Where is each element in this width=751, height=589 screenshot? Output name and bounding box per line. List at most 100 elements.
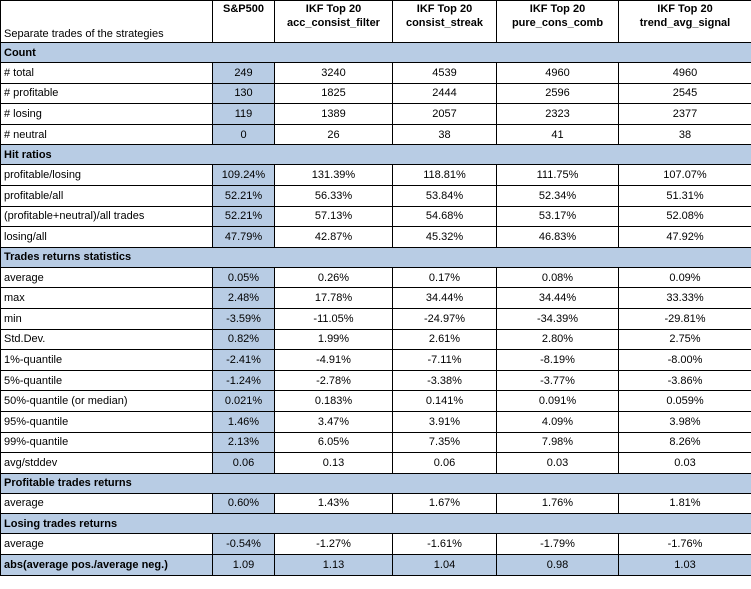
table-row: 50%-quantile (or median) 0.021% 0.183% 0.14… — [0, 390, 751, 412]
table-row: # neutral 0 26 38 41 38 — [0, 123, 751, 146]
table-row: min -3.59% -11.05% -24.97% -34.39% -29.81% — [0, 307, 751, 330]
value-cell: 0.059% — [618, 390, 751, 412]
value-cell: -2.78% — [274, 369, 393, 392]
value-cell: -24.97% — [392, 307, 497, 330]
row-label: average — [0, 533, 213, 555]
value-cell: 0.03 — [496, 452, 619, 474]
value-cell: 0.06 — [392, 452, 497, 474]
value-cell: -3.38% — [392, 369, 497, 392]
value-cell: 0.06 — [212, 452, 275, 474]
value-cell: 47.92% — [618, 226, 751, 248]
section-header-row: Losing trades returns — [0, 513, 751, 535]
table-row: # profitable 130 1825 2444 2596 2545 — [0, 82, 751, 105]
value-cell: -1.61% — [392, 533, 497, 555]
table-body: Count # total 249 3240 4539 4960 4960 # profita… — [0, 42, 751, 576]
value-cell: 130 — [212, 82, 275, 105]
value-cell: -3.77% — [496, 369, 619, 392]
row-label: average — [0, 492, 213, 515]
value-cell: 2545 — [618, 82, 751, 105]
value-cell: 53.84% — [392, 184, 497, 207]
value-cell: -4.91% — [274, 349, 393, 371]
row-label: 5%-quantile — [0, 369, 213, 392]
value-cell: 4539 — [392, 62, 497, 84]
value-cell: 42.87% — [274, 226, 393, 248]
value-cell: 56.33% — [274, 184, 393, 207]
value-cell: 0.141% — [392, 390, 497, 412]
section-header-row: Hit ratios — [0, 144, 751, 166]
table-row: average -0.54% -1.27% -1.61% -1.79% -1.76% — [0, 533, 751, 555]
summary-row: abs(average pos./average neg.) 1.09 1.13 1.… — [0, 553, 751, 576]
value-cell: 0.091% — [496, 390, 619, 412]
value-cell: 1.46% — [212, 410, 275, 433]
column-header-sp500: S&P500 — [212, 0, 275, 43]
column-header-pure-cons-comb: IKF Top 20 pure_cons_comb — [496, 0, 619, 43]
value-cell: 38 — [392, 123, 497, 146]
value-cell: 33.33% — [618, 287, 751, 309]
value-cell: 2.13% — [212, 431, 275, 454]
value-cell: 1.09 — [212, 553, 275, 576]
row-label: average — [0, 266, 213, 289]
value-cell: 1.03 — [618, 553, 751, 576]
table-row: # total 249 3240 4539 4960 4960 — [0, 62, 751, 84]
row-label: (profitable+neutral)/all trades — [0, 205, 213, 228]
value-cell: 52.34% — [496, 184, 619, 207]
value-cell: 0.82% — [212, 328, 275, 351]
table-row: losing/all 47.79% 42.87% 45.32% 46.83% 47.92% — [0, 226, 751, 248]
value-cell: 2.80% — [496, 328, 619, 351]
value-cell: 57.13% — [274, 205, 393, 228]
value-cell: 2323 — [496, 103, 619, 125]
column-header-line1: IKF Top 20 — [305, 3, 362, 15]
value-cell: 1.81% — [618, 492, 751, 515]
value-cell: 0.17% — [392, 266, 497, 289]
value-cell: 3.91% — [392, 410, 497, 433]
value-cell: 52.08% — [618, 205, 751, 228]
value-cell: 3240 — [274, 62, 393, 84]
value-cell: 1.43% — [274, 492, 393, 515]
value-cell: 2.61% — [392, 328, 497, 351]
value-cell: 0.08% — [496, 266, 619, 289]
column-header-line1: IKF Top 20 — [416, 3, 473, 15]
value-cell: 1.04 — [392, 553, 497, 576]
table-row: max 2.48% 17.78% 34.44% 34.44% 33.33% — [0, 287, 751, 309]
value-cell: 2057 — [392, 103, 497, 125]
column-header-line2: consist_streak — [405, 17, 484, 29]
column-header-line1: IKF Top 20 — [657, 3, 713, 15]
value-cell: -34.39% — [496, 307, 619, 330]
row-label: avg/stddev — [0, 452, 213, 474]
value-cell: 4960 — [618, 62, 751, 84]
value-cell: -1.76% — [618, 533, 751, 555]
section-title: Losing trades returns — [0, 513, 751, 535]
value-cell: 0.98 — [496, 553, 619, 576]
value-cell: 17.78% — [274, 287, 393, 309]
value-cell: 0.09% — [618, 266, 751, 289]
value-cell: 1.67% — [392, 492, 497, 515]
value-cell: 107.07% — [618, 164, 751, 186]
column-header-line2: acc_consist_filter — [287, 17, 380, 29]
value-cell: -1.27% — [274, 533, 393, 555]
row-label: # neutral — [0, 123, 213, 146]
value-cell: 4.09% — [496, 410, 619, 433]
value-cell: -3.86% — [618, 369, 751, 392]
row-label: profitable/all — [0, 184, 213, 207]
value-cell: 0.05% — [212, 266, 275, 289]
column-header-trend-avg-signal: IKF Top 20 trend_avg_signal — [618, 0, 751, 43]
row-label: 99%-quantile — [0, 431, 213, 454]
table-row: profitable/all 52.21% 56.33% 53.84% 52.34% 51… — [0, 184, 751, 207]
row-label: losing/all — [0, 226, 213, 248]
value-cell: 0.13 — [274, 452, 393, 474]
row-label: profitable/losing — [0, 164, 213, 186]
value-cell: -8.19% — [496, 349, 619, 371]
section-header-row: Count — [0, 42, 751, 63]
table-row: 95%-quantile 1.46% 3.47% 3.91% 4.09% 3.98% — [0, 410, 751, 433]
table-row: (profitable+neutral)/all trades 52.21% 57.… — [0, 205, 751, 228]
row-label: max — [0, 287, 213, 309]
value-cell: 51.31% — [618, 184, 751, 207]
table-row: Std.Dev. 0.82% 1.99% 2.61% 2.80% 2.75% — [0, 328, 751, 351]
value-cell: -1.24% — [212, 369, 275, 392]
column-header-consist-streak: IKF Top 20 consist_streak — [392, 0, 497, 43]
value-cell: 4960 — [496, 62, 619, 84]
table-row: avg/stddev 0.06 0.13 0.06 0.03 0.03 — [0, 452, 751, 474]
value-cell: 1389 — [274, 103, 393, 125]
value-cell: 2444 — [392, 82, 497, 105]
value-cell: 131.39% — [274, 164, 393, 186]
